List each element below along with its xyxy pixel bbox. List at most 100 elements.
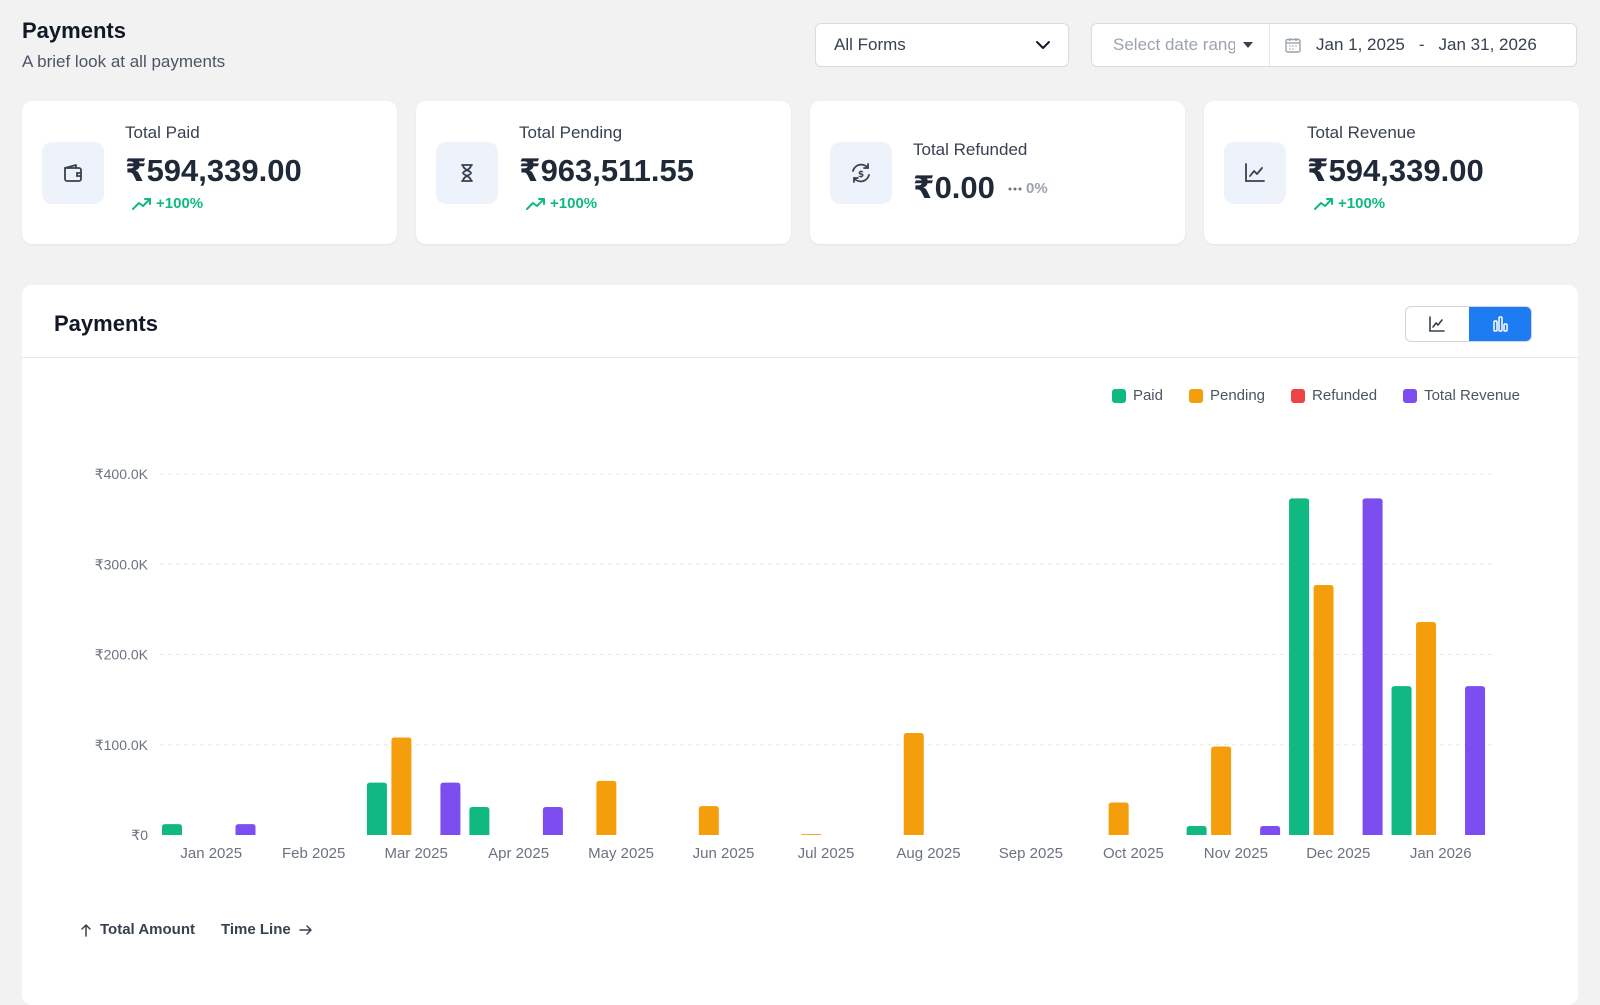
ellipsis-icon — [1008, 187, 1022, 190]
legend-label: Refunded — [1312, 387, 1378, 404]
page-subtitle: A brief look at all payments — [22, 52, 226, 71]
legend-swatch — [1403, 388, 1418, 403]
refund-icon: $ — [830, 142, 892, 204]
bar-pending[interactable] — [698, 806, 719, 835]
forms-select-value: All Forms — [834, 35, 906, 54]
bar-pending[interactable] — [1108, 802, 1129, 835]
stat-change-value: +100% — [156, 195, 204, 212]
y-tick-label: ₹400.0K — [95, 466, 149, 482]
bar-pending[interactable] — [596, 780, 617, 835]
legend-item-pending[interactable]: Pending — [1188, 387, 1266, 404]
bar-paid[interactable] — [366, 782, 387, 835]
stat-value: ₹594,339.00 — [125, 153, 302, 188]
y-tick-label: ₹100.0K — [95, 737, 149, 753]
y-tick-label: ₹300.0K — [95, 556, 149, 572]
stat-card-total-paid: Total Paid ₹594,339.00 +100% — [22, 101, 397, 244]
legend-swatch — [1188, 388, 1203, 403]
date-end[interactable]: Jan 31, 2026 — [1438, 35, 1537, 54]
y-axis-caption: Total Amount — [80, 921, 195, 938]
chart-title: Payments — [54, 311, 158, 336]
x-tick-label: Aug 2025 — [896, 845, 960, 862]
x-tick-label: Feb 2025 — [282, 845, 345, 862]
date-preset-select[interactable] — [1092, 24, 1270, 66]
payments-bar-chart: ₹0 ₹100.0K ₹200.0K ₹300.0K ₹400.0K Jan 2025 Fe… — [95, 466, 1492, 862]
arrow-right-icon — [298, 924, 312, 935]
legend-swatch — [1111, 388, 1126, 403]
legend-label: Paid — [1132, 387, 1163, 404]
date-preset-input[interactable] — [1111, 34, 1237, 56]
date-range-picker[interactable]: Jan 1, 2025 - Jan 31, 2026 — [1091, 23, 1577, 67]
x-tick-label: May 2025 — [588, 845, 654, 862]
bar-pending[interactable] — [1313, 585, 1334, 835]
bar-total-revenue[interactable] — [542, 807, 563, 835]
bar-pending[interactable] — [1416, 622, 1437, 835]
stat-change-value: +100% — [550, 195, 598, 212]
y-tick-label: ₹0 — [131, 827, 148, 843]
stat-value: ₹963,511.55 — [519, 153, 695, 188]
date-separator: - — [1418, 35, 1425, 54]
date-values[interactable]: Jan 1, 2025 - Jan 31, 2026 — [1270, 35, 1537, 55]
chart-view-toggle[interactable] — [1405, 306, 1532, 342]
x-tick-label: Nov 2025 — [1204, 845, 1268, 862]
stat-change-value: 0% — [1026, 180, 1048, 197]
x-tick-label: Oct 2025 — [1103, 845, 1164, 862]
forms-select[interactable]: All Forms — [815, 23, 1069, 67]
bar-paid[interactable] — [162, 824, 182, 835]
x-tick-label: Jan 2025 — [180, 845, 242, 862]
chart-footer: Total Amount Time Line — [80, 921, 313, 938]
bar-paid[interactable] — [469, 807, 490, 835]
stat-card-total-revenue: Total Revenue ₹594,339.00 +100% — [1204, 101, 1579, 244]
line-chart-icon — [1429, 316, 1446, 332]
stat-card-total-pending: Total Pending ₹963,511.55 +100% — [416, 101, 791, 244]
bar-pending[interactable] — [801, 834, 822, 835]
stat-value: ₹0.00 — [913, 170, 995, 205]
stat-change-value: +100% — [1338, 195, 1386, 212]
y-axis-caption-text: Total Amount — [100, 921, 195, 938]
x-tick-label: Sep 2025 — [999, 845, 1063, 862]
x-axis-caption: Time Line — [221, 921, 313, 938]
stat-label: Total Paid — [125, 123, 200, 142]
bar-total-revenue[interactable] — [1465, 686, 1486, 835]
bar-pending[interactable] — [391, 737, 412, 835]
chevron-down-icon — [1036, 41, 1050, 49]
chart-legend: Paid Pending Refunded Total Revenue — [1111, 387, 1520, 404]
chart-divider — [22, 357, 1578, 358]
arrow-up-icon — [81, 923, 91, 937]
bar-chart-icon — [1493, 316, 1508, 332]
bar-pending[interactable] — [1211, 746, 1232, 835]
bar-pending[interactable] — [903, 733, 924, 835]
stat-label: Total Refunded — [913, 140, 1028, 159]
trend-up-icon — [526, 197, 545, 210]
date-start[interactable]: Jan 1, 2025 — [1316, 35, 1405, 54]
bar-total-revenue[interactable] — [1260, 825, 1281, 835]
bar-paid[interactable] — [1289, 498, 1310, 835]
line-view-button[interactable] — [1406, 307, 1469, 341]
line-chart-icon — [1224, 142, 1286, 204]
legend-label: Pending — [1209, 387, 1266, 404]
wallet-icon — [42, 142, 104, 204]
trend-up-icon — [132, 197, 151, 210]
bar-paid[interactable] — [1391, 686, 1412, 835]
legend-item-refunded[interactable]: Refunded — [1291, 387, 1377, 404]
stat-change: +100% — [132, 195, 203, 212]
stat-change: +100% — [1314, 195, 1385, 212]
calendar-icon — [1285, 38, 1301, 53]
x-tick-label: Jul 2025 — [798, 845, 855, 862]
y-tick-label: ₹200.0K — [95, 647, 149, 663]
stat-change: +100% — [526, 195, 597, 212]
stat-label: Total Pending — [519, 123, 623, 142]
stat-value: ₹594,339.00 — [1307, 153, 1484, 188]
bar-view-button[interactable] — [1468, 307, 1531, 341]
trend-up-icon — [1314, 197, 1333, 210]
legend-swatch — [1291, 388, 1306, 403]
legend-label: Total Revenue — [1424, 387, 1520, 404]
bar-total-revenue[interactable] — [1362, 498, 1383, 835]
stat-card-total-refunded: $ Total Refunded ₹0.00 0% — [810, 101, 1185, 244]
caret-down-icon — [1243, 42, 1253, 48]
legend-item-paid[interactable]: Paid — [1111, 387, 1163, 404]
legend-item-total-revenue[interactable]: Total Revenue — [1403, 387, 1520, 404]
bar-total-revenue[interactable] — [440, 782, 461, 835]
x-tick-label: Dec 2025 — [1306, 845, 1370, 862]
bar-paid[interactable] — [1186, 825, 1207, 835]
bar-total-revenue[interactable] — [235, 824, 256, 835]
